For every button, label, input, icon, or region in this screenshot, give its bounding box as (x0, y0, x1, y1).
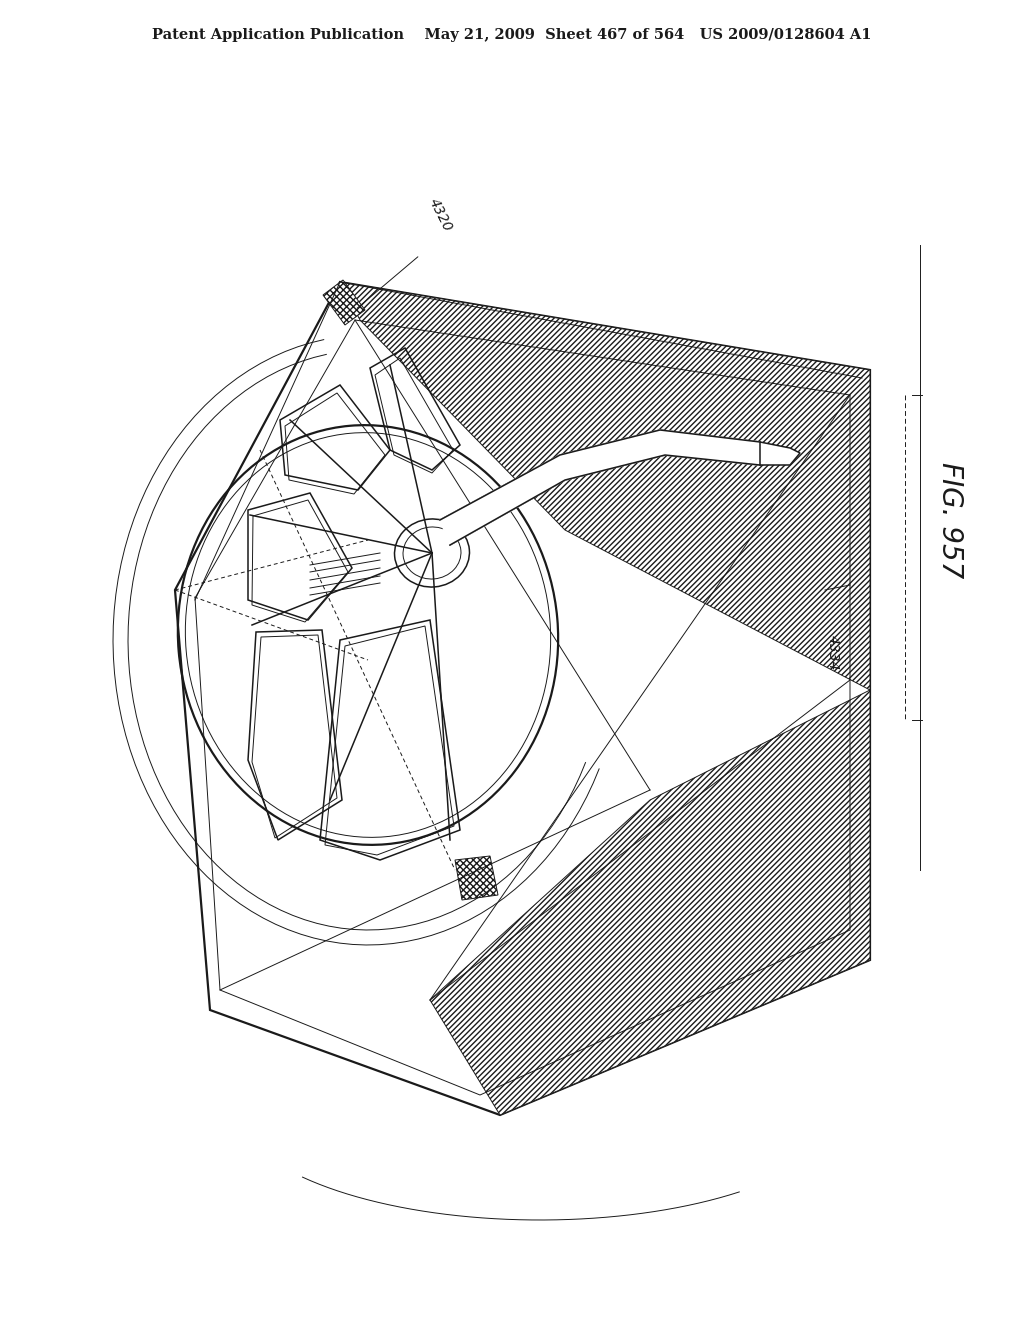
Text: 4334: 4334 (826, 635, 840, 671)
Text: FIG. 957: FIG. 957 (936, 462, 964, 578)
Polygon shape (455, 855, 498, 900)
Ellipse shape (403, 527, 461, 579)
Polygon shape (760, 442, 800, 465)
Text: Patent Application Publication    May 21, 2009  Sheet 467 of 564   US 2009/01286: Patent Application Publication May 21, 2… (153, 28, 871, 42)
Ellipse shape (394, 519, 469, 587)
Text: 4320: 4320 (426, 195, 455, 234)
Polygon shape (323, 280, 365, 325)
Polygon shape (430, 690, 870, 1115)
Polygon shape (340, 282, 870, 690)
Polygon shape (440, 430, 760, 545)
